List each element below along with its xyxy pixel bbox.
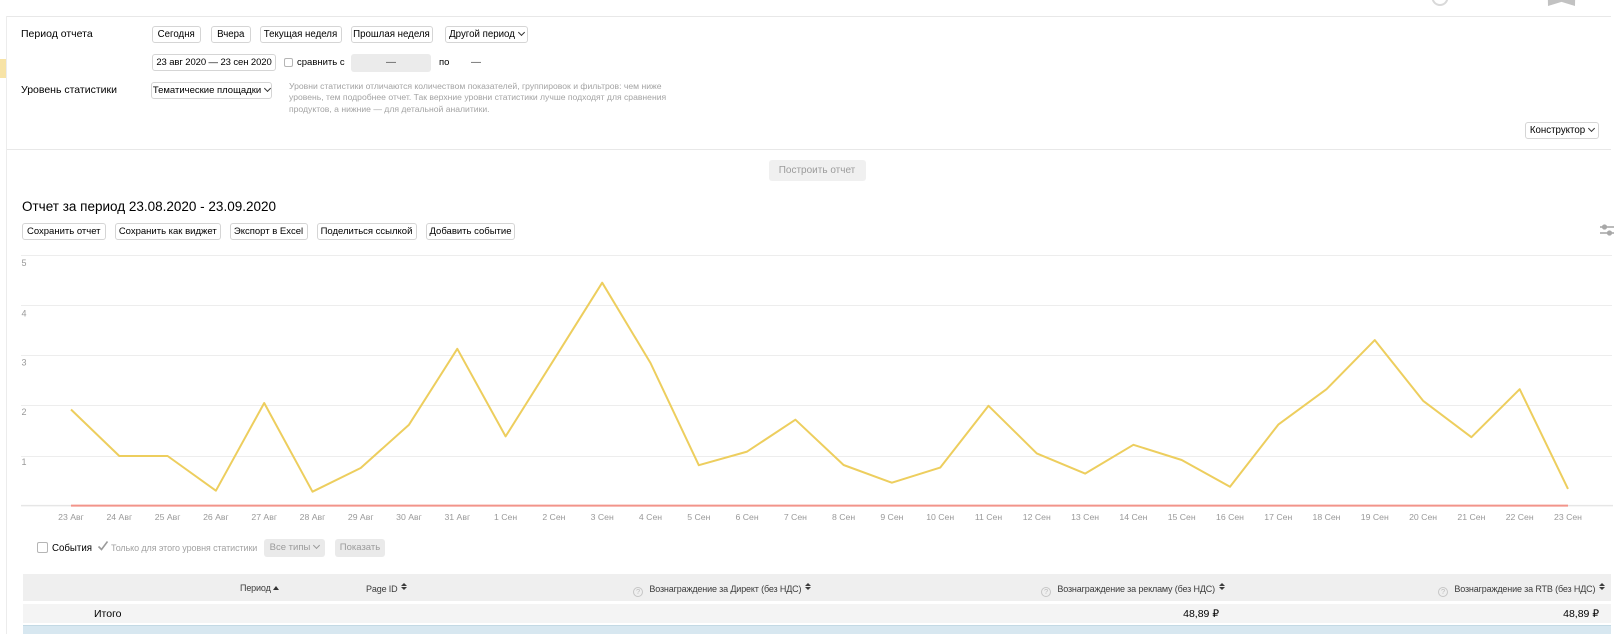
svg-text:5 Сен: 5 Сен bbox=[687, 512, 710, 522]
svg-text:1 Сен: 1 Сен bbox=[494, 512, 517, 522]
svg-text:28 Авг: 28 Авг bbox=[300, 512, 326, 522]
svg-text:11 Сен: 11 Сен bbox=[975, 512, 1003, 522]
svg-text:14 Сен: 14 Сен bbox=[1119, 512, 1147, 522]
svg-text:12 Сен: 12 Сен bbox=[1023, 512, 1051, 522]
svg-text:20 Сен: 20 Сен bbox=[1409, 512, 1437, 522]
svg-text:23 Авг: 23 Авг bbox=[58, 512, 84, 522]
svg-text:7 Сен: 7 Сен bbox=[784, 512, 807, 522]
svg-text:26 Авг: 26 Авг bbox=[203, 512, 229, 522]
svg-text:19 Сен: 19 Сен bbox=[1361, 512, 1389, 522]
svg-text:16 Сен: 16 Сен bbox=[1216, 512, 1244, 522]
svg-text:10 Сен: 10 Сен bbox=[926, 512, 954, 522]
svg-text:3: 3 bbox=[21, 358, 26, 368]
svg-text:2 Сен: 2 Сен bbox=[542, 512, 565, 522]
svg-text:17 Сен: 17 Сен bbox=[1264, 512, 1292, 522]
svg-text:31 Авг: 31 Авг bbox=[444, 512, 470, 522]
svg-text:27 Авг: 27 Авг bbox=[251, 512, 277, 522]
svg-text:24 Авг: 24 Авг bbox=[106, 512, 132, 522]
svg-text:15 Сен: 15 Сен bbox=[1168, 512, 1196, 522]
svg-text:25 Авг: 25 Авг bbox=[155, 512, 181, 522]
svg-text:29 Авг: 29 Авг bbox=[348, 512, 374, 522]
svg-text:22 Сен: 22 Сен bbox=[1506, 512, 1534, 522]
svg-text:4 Сен: 4 Сен bbox=[639, 512, 662, 522]
svg-text:3 Сен: 3 Сен bbox=[591, 512, 614, 522]
svg-text:2: 2 bbox=[21, 407, 26, 417]
svg-text:8 Сен: 8 Сен bbox=[832, 512, 855, 522]
svg-text:23 Сен: 23 Сен bbox=[1554, 512, 1582, 522]
svg-text:1: 1 bbox=[21, 457, 26, 467]
svg-text:18 Сен: 18 Сен bbox=[1313, 512, 1341, 522]
svg-text:21 Сен: 21 Сен bbox=[1457, 512, 1485, 522]
svg-text:5: 5 bbox=[21, 258, 26, 268]
svg-text:4: 4 bbox=[21, 308, 26, 318]
svg-text:13 Сен: 13 Сен bbox=[1071, 512, 1099, 522]
svg-text:30 Авг: 30 Авг bbox=[396, 512, 422, 522]
svg-text:6 Сен: 6 Сен bbox=[736, 512, 759, 522]
svg-text:9 Сен: 9 Сен bbox=[880, 512, 903, 522]
